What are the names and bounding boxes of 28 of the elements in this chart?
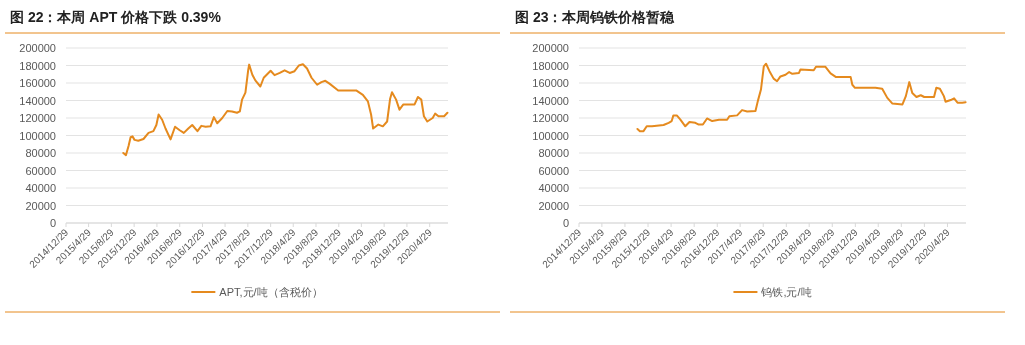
y-tick-label: 200000 (532, 42, 569, 54)
y-tick-label: 80000 (25, 147, 56, 159)
y-tick-label: 20000 (25, 199, 56, 212)
y-tick-label: 120000 (19, 112, 56, 124)
legend-label: 钨铁,元/吨 (760, 286, 812, 298)
y-tick-label: 100000 (532, 129, 569, 142)
y-tick-label: 20000 (538, 199, 569, 212)
line-series (636, 62, 967, 133)
y-tick-label: 140000 (532, 94, 569, 107)
chart-title: 图 23：本周钨铁价格暂稳 (515, 9, 676, 25)
y-tick-label: 0 (562, 217, 569, 229)
y-tick-label: 40000 (25, 182, 56, 194)
y-tick-label: 140000 (19, 94, 56, 107)
y-tick-label: 0 (49, 217, 56, 229)
y-tick-label: 180000 (19, 59, 56, 72)
y-tick-label: 160000 (532, 77, 569, 89)
y-tick-label: 60000 (25, 164, 56, 177)
y-tick-label: 80000 (538, 147, 569, 159)
y-tick-label: 180000 (532, 59, 569, 72)
y-tick-label: 60000 (538, 164, 569, 177)
y-tick-label: 160000 (19, 77, 56, 89)
legend-label: APT,元/吨（含税价） (219, 286, 323, 298)
y-tick-label: 40000 (538, 182, 569, 194)
chart-title: 图 22：本周 APT 价格下跌 0.39% (10, 9, 222, 25)
y-tick-label: 200000 (19, 42, 56, 54)
line-series (122, 63, 449, 157)
y-tick-label: 120000 (532, 112, 569, 124)
y-tick-label: 100000 (19, 129, 56, 142)
